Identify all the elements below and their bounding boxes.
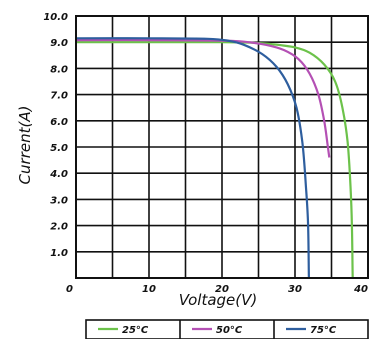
y-tick-label: 8.0: [50, 64, 68, 75]
y-tick-label: 6.0: [50, 117, 68, 128]
x-tick-label: 30: [288, 284, 302, 295]
legend-label-1: 25°C: [122, 325, 149, 336]
y-tick-label: 3.0: [50, 195, 68, 206]
y-tick-label: 10.0: [43, 12, 68, 23]
y-tick-label: 9.0: [50, 38, 68, 49]
plot-frame: [75, 15, 369, 279]
x-tick-label: 10: [142, 284, 156, 295]
x-tick-label: 0: [66, 284, 73, 295]
series-lines: [75, 37, 354, 279]
series-line-3: [75, 37, 310, 279]
x-tick-labels: 0 10 20 30 40: [66, 284, 368, 295]
y-tick-label: 5.0: [50, 143, 68, 154]
x-tick-label: 20: [215, 284, 229, 295]
legend-label-2: 50°C: [216, 325, 243, 336]
legend: 25°C 50°C 75°C: [85, 319, 369, 339]
legend-label-3: 75°C: [310, 325, 337, 336]
y-tick-label: 4.0: [49, 169, 68, 180]
legend-box: [85, 319, 369, 339]
y-tick-label: 1.0: [50, 248, 68, 259]
y-tick-label: 2.0: [50, 222, 68, 233]
y-tick-labels: 1.0 2.0 3.0 4.0 5.0 6.0 7.0 8.0 9.0 10.0: [43, 12, 68, 259]
x-axis-label: Voltage(V): [179, 291, 258, 309]
y-tick-label: 7.0: [50, 91, 68, 102]
series-line-1: [76, 41, 354, 279]
y-axis-label: Current(A): [16, 106, 34, 185]
x-tick-label: 40: [353, 284, 368, 295]
grid: [75, 15, 369, 279]
series-line-2: [75, 38, 331, 158]
